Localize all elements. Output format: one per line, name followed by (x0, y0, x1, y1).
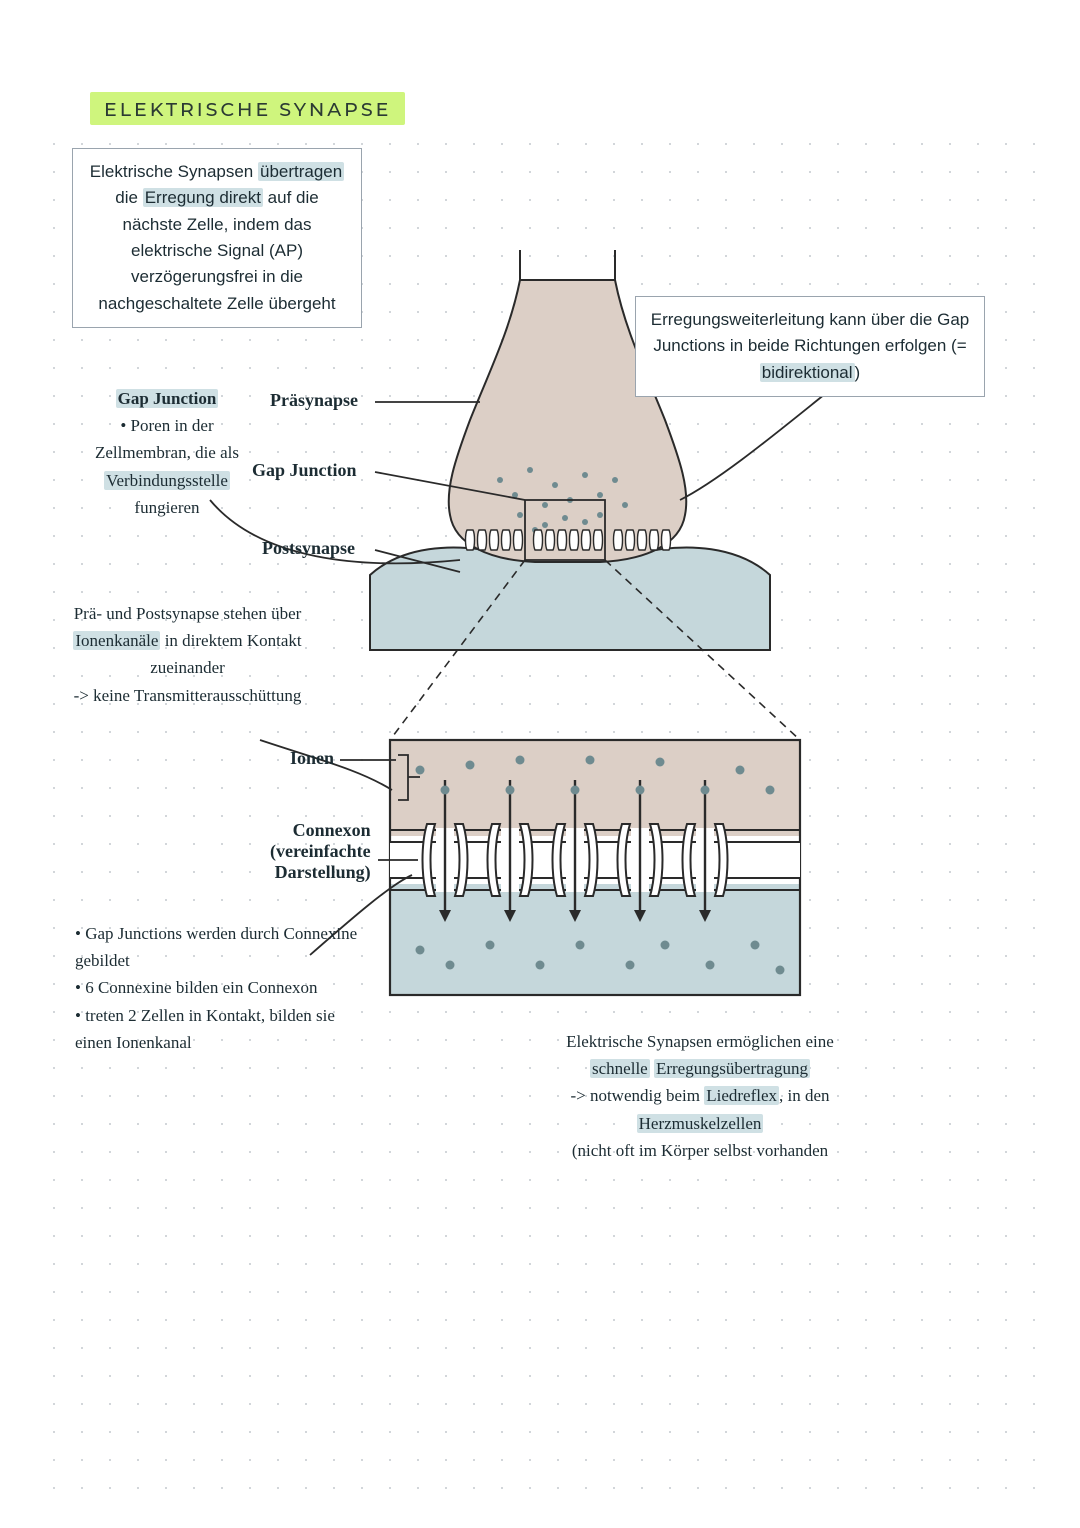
label-postsynapse: Postsynapse (262, 538, 355, 559)
label-connexon: Connexon (vereinfachte Darstellung) (270, 820, 371, 883)
note-intro: Elektrische Synapsen übertragen die Erre… (72, 148, 362, 328)
title-highlight: ELEKTRISCHE SYNAPSE (90, 92, 405, 125)
label-ionen: Ionen (290, 748, 334, 769)
note-gap-junction: Gap Junction• Poren in der Zellmembran, … (72, 385, 262, 521)
note-prepost: Prä- und Postsynapse stehen über Ionenka… (60, 600, 315, 709)
note-bidirectional: Erregungsweiterleitung kann über die Gap… (635, 296, 985, 397)
page-title: ELEKTRISCHE SYNAPSE (104, 98, 391, 121)
note-bottom: Elektrische Synapsen ermöglichen eine sc… (555, 1028, 845, 1164)
label-presynapse: Präsynapse (270, 390, 358, 411)
note-connexin: • Gap Junctions werden durch Connexine g… (75, 920, 375, 1056)
title-container: ELEKTRISCHE SYNAPSE (90, 92, 405, 125)
label-gap-junction: Gap Junction (252, 460, 357, 481)
